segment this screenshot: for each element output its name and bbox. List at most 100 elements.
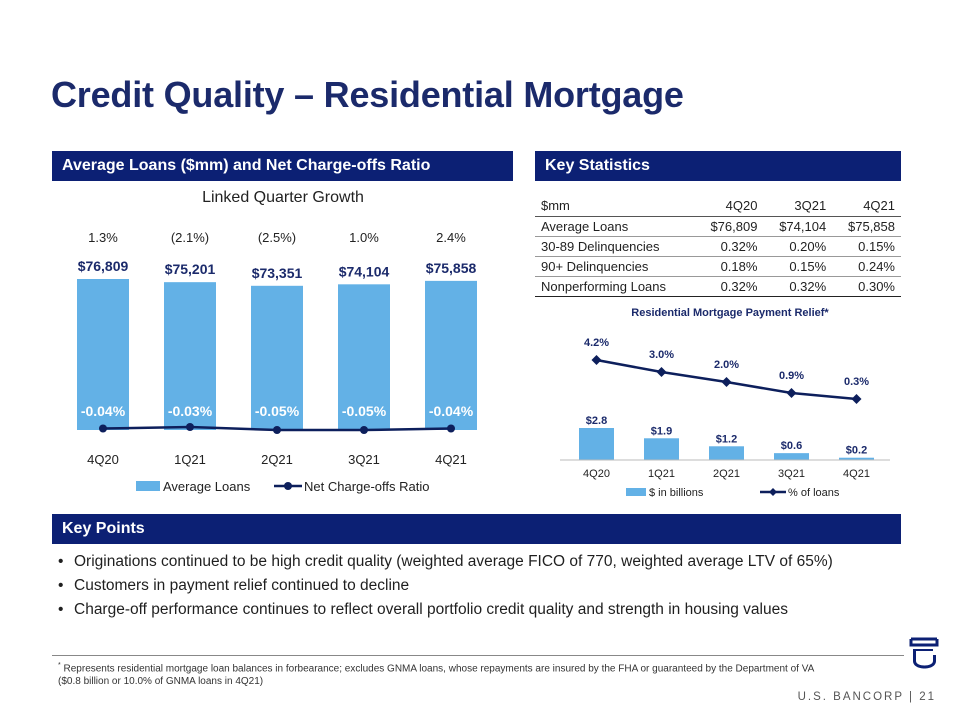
ratio-data-label: -0.03% (168, 403, 213, 419)
ratio-data-label: -0.04% (81, 403, 126, 419)
average-loans-chart: 1.3% $76,809 -0.04% 4Q20 (2.1%) $75,201 -0.03%… (77, 230, 477, 494)
average-loans-bar (164, 282, 216, 430)
x-tick-label: 4Q21 (435, 452, 467, 467)
relief-bar-label: $2.8 (586, 415, 607, 427)
bar-data-label: $76,809 (78, 258, 129, 274)
table-cell: 0.18% (694, 256, 764, 277)
bar-data-label: $74,104 (339, 263, 390, 279)
relief-percent-marker (851, 394, 862, 404)
table-cell: 0.32% (763, 276, 833, 297)
payment-relief-chart: Residential Mortgage Payment Relief* $2.8… (560, 307, 890, 499)
x-tick-label: 3Q21 (778, 468, 805, 480)
legend-label-ratio: Net Charge-offs Ratio (304, 479, 430, 494)
table-cell: 0.15% (832, 236, 901, 257)
legend-marker-ratio (284, 482, 292, 490)
growth-label: 1.3% (88, 230, 118, 245)
table-row: 90+ Delinquencies 0.18% 0.15% 0.24% (535, 256, 901, 277)
x-tick-label: 2Q21 (713, 468, 740, 480)
footnote-text: Represents residential mortgage loan bal… (58, 663, 814, 688)
table-cell: 0.15% (763, 256, 833, 277)
ratio-point (447, 424, 455, 433)
legend-label-percent: % of loans (788, 487, 840, 499)
list-item: Charge-off performance continues to refl… (58, 601, 833, 619)
table-header-cell: 4Q20 (694, 195, 764, 217)
table-cell: $74,104 (763, 216, 833, 237)
table-cell: 0.20% (763, 236, 833, 257)
bar-data-label: $73,351 (252, 265, 303, 281)
table-cell: 30-89 Delinquencies (535, 236, 695, 257)
relief-bar (839, 457, 874, 460)
footnote-marker: * (58, 662, 61, 669)
list-item: Originations continued to be high credit… (58, 553, 833, 571)
average-loans-bar (425, 280, 477, 430)
relief-bar (709, 446, 744, 460)
ratio-point (273, 426, 281, 434)
relief-percent-marker (591, 355, 602, 365)
table-header-row: $mm 4Q20 3Q21 4Q21 (535, 195, 901, 217)
table-row: 30-89 Delinquencies 0.32% 0.20% 0.15% (535, 236, 901, 257)
average-loans-bar (77, 279, 129, 430)
x-tick-label: 1Q21 (648, 468, 675, 480)
ratio-data-label: -0.05% (342, 403, 387, 419)
legend-marker-percent (769, 488, 777, 496)
average-loans-bar (338, 284, 390, 430)
loans-section-header: Average Loans ($mm) and Net Charge-offs … (52, 151, 513, 181)
table-header-cell: 4Q21 (832, 195, 901, 217)
relief-percent-label: 0.9% (779, 370, 804, 382)
table-row: Average Loans $76,809 $74,104 $75,858 (535, 216, 901, 237)
table-cell: Nonperforming Loans (535, 276, 695, 297)
table-cell: 90+ Delinquencies (535, 256, 695, 277)
relief-chart-title: Residential Mortgage Payment Relief* (631, 307, 829, 319)
ratio-point (360, 426, 368, 434)
relief-bar-label: $1.2 (716, 433, 737, 445)
key-points-header: Key Points (52, 514, 901, 544)
table-row: Nonperforming Loans 0.32% 0.32% 0.30% (535, 276, 901, 297)
relief-percent-label: 2.0% (714, 359, 739, 371)
relief-percent-label: 0.3% (844, 376, 869, 388)
table-cell: 0.30% (832, 276, 901, 297)
usbank-shield-icon (909, 637, 939, 669)
relief-bar (579, 428, 614, 460)
key-points-list: Originations continued to be high credit… (58, 553, 833, 625)
key-statistics-table: $mm 4Q20 3Q21 4Q21 Average Loans $76,809… (535, 195, 901, 297)
average-loans-bar (251, 285, 303, 430)
ratio-data-label: -0.05% (255, 403, 300, 419)
relief-bar-label: $0.2 (846, 445, 867, 457)
legend-swatch-average-loans (136, 481, 160, 491)
page-title: Credit Quality – Residential Mortgage (51, 74, 684, 115)
x-tick-label: 3Q21 (348, 452, 380, 467)
x-tick-label: 4Q21 (843, 468, 870, 480)
table-cell: Average Loans (535, 216, 695, 237)
relief-bar-label: $1.9 (651, 425, 672, 437)
table-cell: $75,858 (832, 216, 901, 237)
growth-label: 2.4% (436, 230, 466, 245)
table-cell: $76,809 (694, 216, 764, 237)
legend-label-average-loans: Average Loans (163, 479, 251, 494)
relief-percent-label: 3.0% (649, 349, 674, 361)
footer-branding: U.S. BANCORP | 21 (797, 691, 936, 703)
growth-label: (2.1%) (171, 230, 209, 245)
relief-bar-label: $0.6 (781, 440, 802, 452)
x-tick-label: 4Q20 (87, 452, 119, 467)
table-cell: 0.32% (694, 276, 764, 297)
growth-label: (2.5%) (258, 230, 296, 245)
linked-quarter-growth-label: Linked Quarter Growth (202, 189, 364, 206)
list-item: Customers in payment relief continued to… (58, 577, 833, 595)
table-cell: 0.24% (832, 256, 901, 277)
ratio-data-label: -0.04% (429, 403, 474, 419)
relief-percent-marker (656, 367, 667, 377)
table-cell: 0.32% (694, 236, 764, 257)
ratio-point (186, 423, 194, 431)
bar-data-label: $75,201 (165, 261, 216, 277)
bar-data-label: $75,858 (426, 260, 477, 276)
legend-swatch-billions (626, 488, 646, 496)
growth-label: 1.0% (349, 230, 379, 245)
relief-bar (644, 438, 679, 460)
x-tick-label: 2Q21 (261, 452, 293, 467)
footnote-divider (52, 655, 904, 656)
relief-percent-marker (786, 388, 797, 398)
footnote: * Represents residential mortgage loan b… (58, 661, 818, 688)
relief-percent-label: 4.2% (584, 337, 609, 349)
table-header-cell: $mm (535, 195, 695, 217)
x-tick-label: 4Q20 (583, 468, 610, 480)
